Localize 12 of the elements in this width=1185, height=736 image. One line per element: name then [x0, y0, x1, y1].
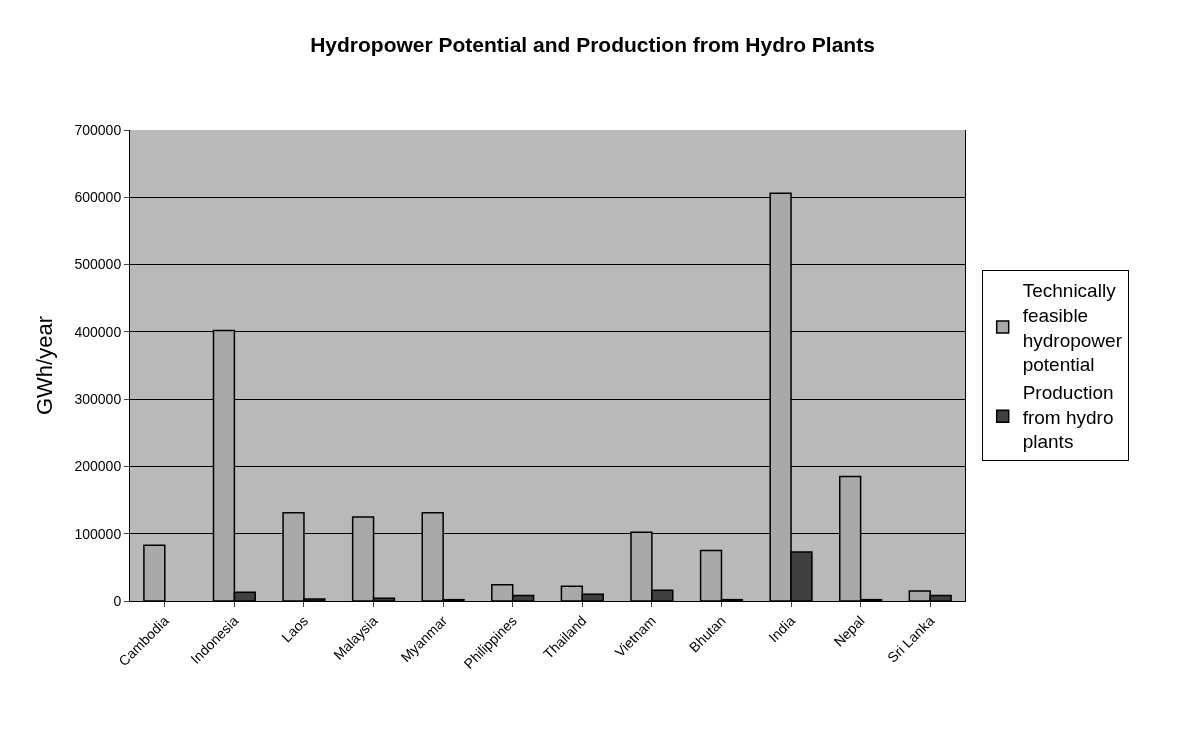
- y-tick-label: 700000: [74, 121, 122, 138]
- chart-title: Hydropower Potential and Production from Hydro Plants: [310, 32, 875, 56]
- y-axis-title: GWh/year: [32, 315, 58, 416]
- y-tick-label: 600000: [74, 189, 122, 206]
- legend-label: Technically feasible hydropower potential: [1022, 280, 1123, 376]
- y-tick-label: 500000: [74, 256, 122, 273]
- y-tick-label: 400000: [74, 323, 122, 340]
- y-tick-label: 0: [113, 592, 122, 609]
- y-tick-label: 200000: [74, 458, 122, 475]
- y-tick-label: 300000: [74, 391, 122, 408]
- legend-label: Production from hydro plants: [1022, 382, 1114, 453]
- y-tick-label: 100000: [74, 525, 122, 542]
